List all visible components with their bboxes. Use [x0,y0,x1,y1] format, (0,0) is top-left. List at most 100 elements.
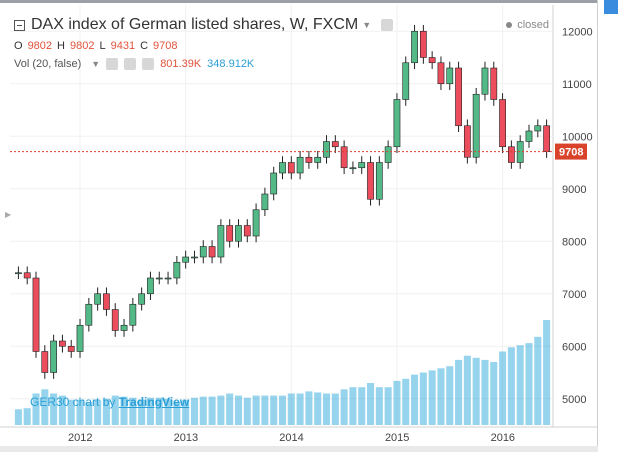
low-label: L [99,40,106,52]
candle-body [164,277,172,280]
candle-body [375,162,383,200]
volume-bar [305,391,313,425]
candle-body [243,225,251,237]
price-chart[interactable]: 5000 6000 7000 8000 9000 10000 11000 12000 2012 2… [0,0,598,452]
y-tick-label: 8000 [562,236,586,248]
candle-body [120,324,128,331]
candle-body [235,225,242,242]
candle-body [41,351,49,373]
volume-bar [490,362,498,425]
volume-bar [208,396,216,425]
candle-body [111,309,119,331]
candle-body [525,130,533,142]
candle-body [270,172,278,195]
y-tick-label: 10000 [562,131,593,143]
volume-bar [41,389,49,425]
candle-body [314,156,322,163]
x-tick-label: 2016 [491,432,515,444]
volume-bar [94,399,102,425]
volume-bar [358,387,366,425]
side-toggle-icon[interactable]: ▶ [5,210,12,219]
candle-body [296,156,304,174]
candle-body [182,256,190,263]
tradingview-link[interactable]: TradingView [118,395,190,409]
volume-bar [85,401,93,425]
x-tick-label: 2014 [279,432,303,444]
volume-label[interactable]: Vol (20, false) [14,58,82,70]
y-tick-label: 5000 [562,394,586,406]
candle-body [147,277,154,295]
remove-icon[interactable] [142,58,155,70]
candle-body [191,256,198,259]
y-tick-label: 7000 [562,289,586,301]
volume-bar [182,399,190,425]
x-tick-label: 2015 [385,432,409,444]
candle-body [173,261,181,279]
candle-body [208,246,216,258]
x-tick-label: 2013 [174,432,198,444]
candle-body [261,193,269,211]
volume-bar [261,395,269,425]
volume-bar [102,398,110,425]
attribution-prefix: GER30 chart by [30,395,116,409]
volume-ma-value: 348.912K [207,58,255,70]
attribution[interactable]: GER30 chart by TradingView [30,395,189,409]
candle-body [323,141,330,158]
candle-body [349,167,357,170]
settings-icon[interactable] [381,19,394,31]
candle-body [94,293,102,305]
candle-body [85,303,93,326]
volume-bar [402,378,410,425]
volume-bar [428,370,436,425]
volume-bar [173,401,181,425]
eye-icon[interactable] [106,58,119,70]
volume-value: 801.39K [160,58,202,70]
volume-bar [58,395,66,425]
candle-body [252,209,260,237]
volume-bar [393,380,401,425]
volume-bar [331,393,339,425]
candle-body [428,57,436,64]
volume-bar [243,397,251,425]
volume-bar [120,396,128,425]
volume-bar [14,409,22,425]
candle-body [15,272,22,275]
volume-bar [252,395,260,425]
volume-bar [411,374,419,425]
volume-bar [481,359,489,425]
volume-bar [543,320,551,425]
candle-body [279,162,286,174]
close-value: 9708 [153,40,178,52]
candle-body [437,62,445,85]
low-value: 9431 [110,40,136,52]
last-price-badge [555,143,587,160]
candle-body [103,293,110,310]
x-tick-label: 2012 [68,432,92,444]
y-tick-label: 12000 [562,26,593,38]
volume-bar [287,393,295,425]
volume-bar [463,355,471,425]
candle-body [67,345,75,352]
volume-bar [499,351,507,425]
volume-bar [234,395,243,425]
ohlc-values: O 9802 H 9802 L 9431 C 9708 [14,40,393,52]
volume-bar [525,343,533,425]
candle-body [543,125,550,152]
collapse-icon[interactable] [14,20,25,31]
volume-chevron-icon[interactable]: ▼ [91,59,101,69]
candle-body [50,340,57,373]
chevron-down-icon[interactable]: ▼ [362,20,372,30]
volume-bar [67,399,75,425]
candle-body [384,146,392,163]
candle-body [446,67,454,85]
volume-bar [129,397,137,425]
candle-body [305,156,313,163]
volume-bar [534,336,542,425]
volume-bar [190,397,198,425]
format-icon[interactable] [124,58,137,70]
symbol-title[interactable]: DAX index of German listed shares, W, FX… [31,16,359,33]
top-divider [0,0,597,3]
candle-body [508,146,515,163]
y-tick-label: 9000 [562,184,586,196]
volume-bar [111,395,119,425]
